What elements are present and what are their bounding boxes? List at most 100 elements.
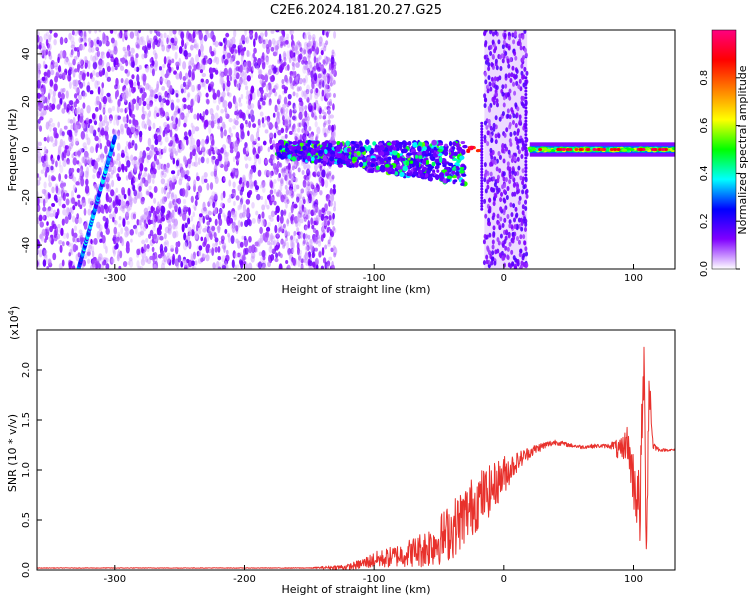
spectrogram-noise-blob: [112, 165, 117, 174]
spectrogram-noise-blob: [487, 61, 491, 67]
spectrogram-noise-blob: [64, 174, 68, 180]
spectrogram-band-blob: [351, 146, 356, 151]
spectrogram-noise-blob: [250, 255, 255, 263]
spectrogram-noise-blob: [161, 95, 166, 103]
spectrogram-band-blob: [372, 141, 377, 146]
spectrogram-noise-blob: [146, 190, 150, 196]
spectrogram-noise-blob: [490, 62, 494, 68]
spectrogram-noise-blob: [123, 30, 127, 39]
spectrogram-edge-blob: [480, 193, 484, 197]
spectrogram-noise-blob: [494, 193, 498, 199]
spectrogram-noise-blob: [311, 224, 315, 230]
spectrogram-noise-blob: [312, 102, 316, 108]
spectrogram-noise-blob: [169, 129, 173, 138]
spectrogram-noise-blob: [188, 207, 191, 216]
spectrogram-noise-blob: [262, 181, 267, 188]
spectrogram-noise-blob: [322, 210, 326, 216]
spectrogram-noise-blob: [235, 238, 239, 244]
spectrogram-band-blob: [415, 167, 419, 171]
spectrogram-noise-blob: [310, 217, 314, 225]
spectrogram-noise-blob: [92, 129, 97, 137]
spectrogram-noise-blob: [200, 78, 204, 83]
spectrogram-noise-blob: [80, 30, 83, 38]
spectrogram-noise-blob: [71, 153, 74, 159]
spectrogram-noise-blob: [519, 234, 523, 240]
spectrogram-noise-blob: [290, 178, 294, 188]
spectrogram-noise-blob: [53, 32, 58, 38]
spectrogram-noise-blob: [284, 134, 288, 139]
spectrogram-noise-blob: [280, 108, 284, 114]
spectrogram-noise-blob: [148, 110, 152, 118]
spectrogram-edge-blob: [480, 156, 484, 160]
spectrogram-noise-blob: [231, 259, 235, 269]
spectrogram-noise-blob: [165, 44, 171, 53]
spectrogram-noise-blob: [124, 78, 129, 86]
spectrogram-noise-blob: [306, 175, 311, 183]
spectrogram-noise-blob: [203, 236, 207, 246]
spectrogram-noise-blob: [275, 205, 280, 214]
spectrogram-noise-blob: [295, 238, 299, 244]
spectrogram-noise-blob: [200, 175, 205, 185]
spectrogram-noise-blob: [98, 224, 103, 232]
spectrogram-noise-blob: [43, 238, 47, 243]
spectrogram-noise-blob: [40, 43, 45, 48]
spectrogram-noise-blob: [72, 205, 76, 211]
spectrogram-noise-blob: [511, 120, 515, 126]
spectrogram-noise-blob: [62, 208, 67, 216]
spectrogram-noise-blob: [172, 140, 176, 148]
spectrogram-noise-blob: [155, 150, 160, 156]
spectrogram-noise-blob: [296, 227, 300, 233]
spectrogram-noise-blob: [196, 112, 200, 121]
spectrogram-noise-blob: [515, 80, 519, 86]
spectrogram-noise-blob: [268, 246, 273, 254]
spectrogram-noise-blob: [490, 260, 494, 266]
spectrogram-noise-blob: [90, 46, 95, 53]
spectrogram-noise-blob: [236, 157, 240, 163]
spectrogram-noise-blob: [513, 263, 517, 269]
spectrogram-noise-blob: [173, 110, 179, 116]
spectrogram-edge-blob: [524, 136, 528, 140]
spectrogram-noise-blob: [522, 234, 526, 240]
spectrogram-noise-blob: [512, 39, 516, 45]
spectrogram-noise-blob: [302, 196, 306, 202]
spectrogram-noise-blob: [274, 257, 279, 263]
spectrogram-noise-blob: [262, 100, 266, 106]
spectrogram-noise-blob: [269, 170, 273, 179]
spectrogram-noise-blob: [280, 209, 284, 217]
spectrogram-noise-blob: [182, 242, 188, 251]
spectrogram-noise-blob: [251, 139, 255, 149]
spectrogram-noise-blob: [508, 153, 512, 159]
spectrogram-noise-blob: [45, 154, 49, 162]
spectrogram-noise-blob: [188, 69, 192, 78]
spectrogram-noise-blob: [301, 169, 305, 175]
spectrogram-noise-blob: [313, 43, 317, 49]
spectrogram-noise-blob: [187, 92, 191, 98]
spectrogram-edge-blob: [480, 176, 484, 180]
spectrogram-band-blob: [422, 146, 427, 151]
spectrogram-noise-blob: [116, 105, 120, 114]
spectrogram-noise-blob: [264, 199, 268, 208]
spectrogram-noise-blob: [99, 93, 104, 100]
spectrogram-noise-blob: [254, 241, 259, 247]
spectrogram-edge-blob: [524, 119, 528, 123]
spectrogram-noise-blob: [508, 122, 512, 128]
spectrogram-noise-blob: [147, 137, 152, 147]
spectrogram-noise-blob: [190, 253, 194, 262]
spectrogram-noise-blob: [491, 244, 495, 250]
spectrogram-noise-blob: [184, 72, 189, 80]
spectrogram-noise-blob: [219, 76, 223, 85]
spectrogram-noise-blob: [268, 101, 272, 107]
spectrogram-noise-blob: [188, 129, 192, 137]
spectrogram-noise-blob: [273, 188, 277, 195]
spectrogram-noise-blob: [51, 122, 56, 128]
spectrogram-noise-blob: [113, 119, 116, 126]
spectrogram-noise-blob: [312, 69, 316, 75]
spectrogram-noise-blob: [194, 230, 199, 240]
spectrogram-noise-blob: [122, 46, 126, 52]
spectrogram-noise-blob: [191, 72, 195, 81]
spectrogram-noise-blob: [83, 56, 88, 62]
spectrogram-noise-blob: [167, 223, 173, 231]
spectrogram-noise-blob: [81, 199, 87, 207]
spectrogram-noise-blob: [290, 34, 294, 41]
spectrogram-noise-blob: [289, 75, 293, 84]
